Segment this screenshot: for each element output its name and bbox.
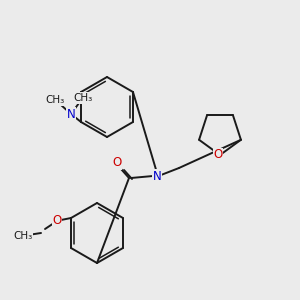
Text: O: O <box>112 157 122 169</box>
Text: CH₃: CH₃ <box>74 93 93 103</box>
Text: CH₃: CH₃ <box>45 95 64 105</box>
Text: N: N <box>67 107 75 121</box>
Text: N: N <box>153 169 161 182</box>
Text: O: O <box>213 148 223 161</box>
Text: CH₃: CH₃ <box>14 231 33 241</box>
Text: O: O <box>52 214 62 227</box>
